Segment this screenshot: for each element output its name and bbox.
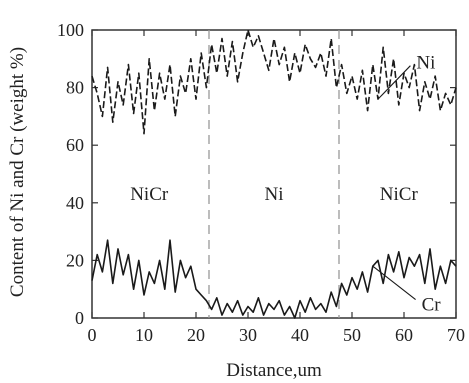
x-tick-label: 50 (343, 325, 361, 345)
series-annotation-ni: Ni (416, 53, 435, 74)
x-tick-label: 70 (447, 325, 465, 345)
series-line-cr (91, 239, 457, 319)
x-tick-label: 10 (135, 325, 153, 345)
series-annotation-cr: Cr (422, 295, 442, 316)
annotation-leader (377, 65, 411, 100)
x-tick-label: 0 (88, 325, 97, 345)
annotation-leader (372, 265, 416, 301)
plot-frame (91, 29, 457, 319)
y-tick-label: 80 (66, 78, 84, 98)
series-line-ni (91, 29, 457, 135)
y-axis-label: Content of Ni and Cr (weight %) (7, 47, 28, 297)
y-tick-label: 60 (66, 135, 84, 155)
region-label: NiCr (380, 184, 419, 205)
y-tick-label: 40 (66, 193, 84, 213)
x-tick-label: 20 (187, 325, 205, 345)
y-tick-label: 0 (75, 308, 84, 328)
y-tick-label: 100 (57, 20, 84, 40)
y-tick-label: 20 (66, 250, 84, 270)
region-label: NiCr (130, 184, 169, 205)
region-label: Ni (265, 184, 284, 205)
x-tick-label: 60 (395, 325, 413, 345)
x-axis-label: Distance,um (226, 360, 322, 381)
x-tick-label: 40 (291, 325, 309, 345)
x-tick-label: 30 (239, 325, 257, 345)
